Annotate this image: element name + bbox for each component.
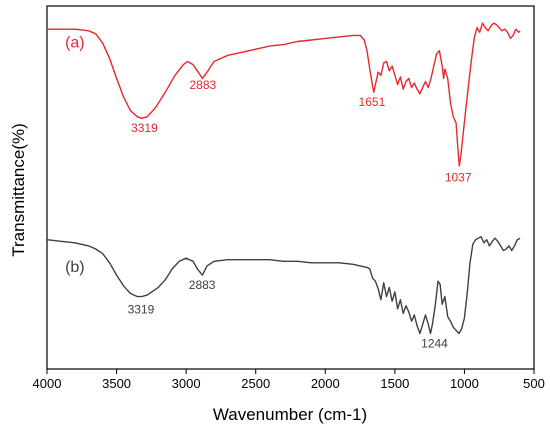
x-tick-label: 500 xyxy=(523,376,545,391)
x-tick-label: 2000 xyxy=(311,376,340,391)
series-tag-label: (b) xyxy=(65,259,85,276)
peak-label: 2883 xyxy=(189,78,216,92)
x-axis-ticks: 4000 3500 3000 2500 2000 1500 1000 500 xyxy=(33,369,545,391)
plot-frame xyxy=(46,5,535,370)
peak-label: 3319 xyxy=(131,121,158,135)
x-tick-label: 3000 xyxy=(172,376,201,391)
annotation-layer: (a) 3319 2883 1651 1037 (b) 3319 2883 1244 xyxy=(65,35,472,351)
x-tick-label: 1500 xyxy=(380,376,409,391)
x-tick-label: 4000 xyxy=(33,376,62,391)
peak-label: 1037 xyxy=(445,170,472,184)
peak-label: 2883 xyxy=(189,278,216,292)
series-layer xyxy=(46,22,521,335)
x-tick-label: 3500 xyxy=(102,376,131,391)
peak-label: 3319 xyxy=(128,303,155,317)
x-tick-label: 1000 xyxy=(450,376,479,391)
y-axis-title: Transmittance(%) xyxy=(9,123,28,257)
series-tag-label: (a) xyxy=(65,35,85,52)
plot-border xyxy=(46,5,535,370)
series-line-b xyxy=(46,236,521,335)
x-tick-label: 2500 xyxy=(241,376,270,391)
peak-label: 1244 xyxy=(421,336,448,350)
x-axis-title: Wavenumber (cm-1) xyxy=(213,405,367,424)
peak-label: 1651 xyxy=(359,95,386,109)
series-line-a xyxy=(47,22,521,167)
